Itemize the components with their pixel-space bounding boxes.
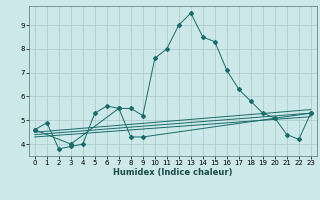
X-axis label: Humidex (Indice chaleur): Humidex (Indice chaleur) bbox=[113, 168, 233, 177]
